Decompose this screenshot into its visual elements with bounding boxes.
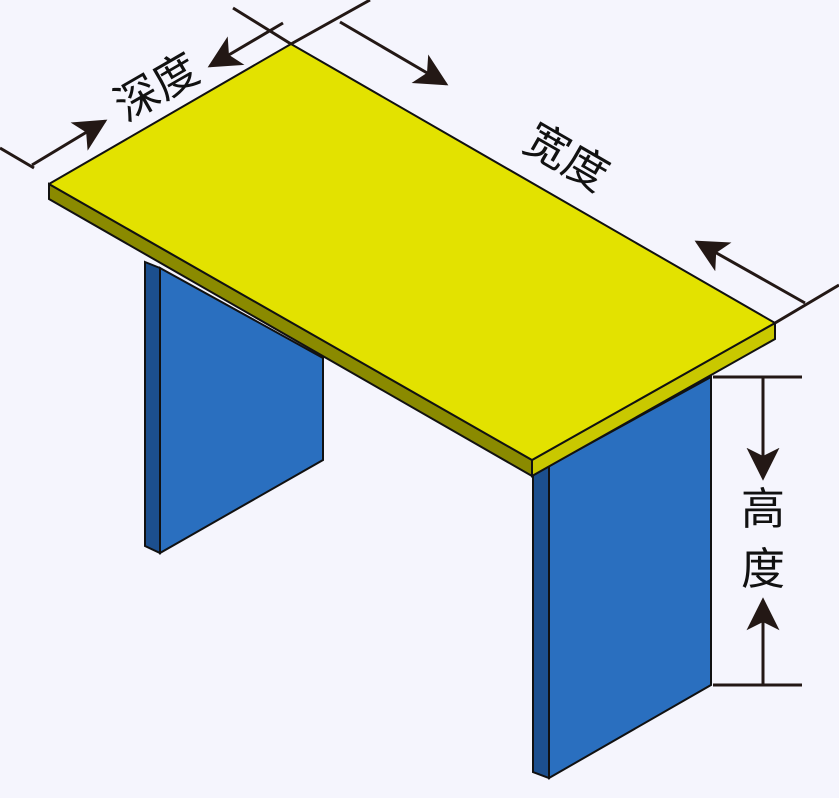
left-leg — [144, 260, 324, 555]
width-arrow-lower — [694, 240, 806, 305]
left-leg-side — [144, 260, 161, 555]
height-label-char-2: 度 — [741, 544, 785, 595]
width-arrow-upper — [339, 20, 449, 86]
depth-arrow-lower — [31, 119, 108, 167]
depth-extension-line-left — [0, 146, 35, 170]
height-label-char-1: 高 — [741, 484, 785, 535]
width-extension-line-left — [290, 0, 371, 46]
depth-arrow-upper — [207, 21, 284, 68]
height-dimension: 高 度 — [713, 375, 802, 687]
width-extension-line-right — [774, 283, 839, 325]
depth-extension-line-right — [232, 6, 292, 46]
left-leg-front — [159, 266, 324, 555]
right-leg-side — [532, 464, 550, 780]
tabletop — [48, 43, 776, 478]
right-leg — [532, 375, 712, 780]
